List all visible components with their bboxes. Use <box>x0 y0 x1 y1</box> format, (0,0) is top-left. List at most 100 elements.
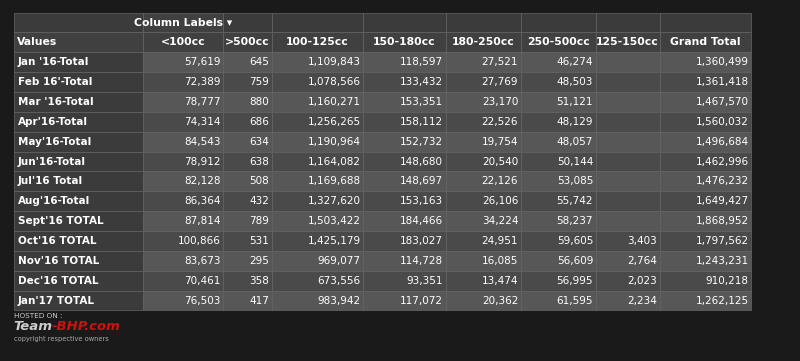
Bar <box>363 152 446 171</box>
Bar <box>660 191 751 211</box>
Bar <box>143 72 223 92</box>
Text: 295: 295 <box>250 256 270 266</box>
Bar <box>660 112 751 132</box>
Bar <box>363 171 446 191</box>
Bar <box>14 32 143 52</box>
Bar <box>446 152 521 171</box>
Bar <box>595 191 660 211</box>
Text: 531: 531 <box>250 236 270 246</box>
Bar <box>595 132 660 152</box>
Text: 180-250cc: 180-250cc <box>452 38 514 47</box>
Bar <box>272 171 363 191</box>
Text: 1,503,422: 1,503,422 <box>307 216 361 226</box>
Text: 78,912: 78,912 <box>184 157 221 166</box>
Bar <box>223 291 272 310</box>
Bar <box>363 132 446 152</box>
Text: Nov'16 TOTAL: Nov'16 TOTAL <box>18 256 99 266</box>
Text: Jan '16-Total: Jan '16-Total <box>18 57 89 67</box>
Bar <box>595 211 660 231</box>
Text: Jul'16 Total: Jul'16 Total <box>18 177 82 186</box>
Bar <box>521 211 595 231</box>
Bar <box>446 251 521 271</box>
Text: Jan'17 TOTAL: Jan'17 TOTAL <box>18 296 94 305</box>
Bar <box>521 251 595 271</box>
Bar <box>363 112 446 132</box>
Bar <box>223 52 272 72</box>
Bar <box>143 132 223 152</box>
Text: 83,673: 83,673 <box>184 256 221 266</box>
Text: 48,057: 48,057 <box>557 137 593 147</box>
Bar <box>363 92 446 112</box>
Text: 1,327,620: 1,327,620 <box>307 196 361 206</box>
Bar <box>143 251 223 271</box>
Bar <box>363 271 446 291</box>
Text: 969,077: 969,077 <box>318 256 361 266</box>
Bar <box>595 271 660 291</box>
Bar <box>595 171 660 191</box>
Text: 1,496,684: 1,496,684 <box>695 137 749 147</box>
Bar <box>660 291 751 310</box>
Text: 114,728: 114,728 <box>400 256 443 266</box>
Text: 1,109,843: 1,109,843 <box>307 57 361 67</box>
Text: 1,243,231: 1,243,231 <box>695 256 749 266</box>
Bar <box>521 171 595 191</box>
Bar <box>223 191 272 211</box>
Bar <box>660 32 751 52</box>
Text: 1,797,562: 1,797,562 <box>695 236 749 246</box>
Bar <box>363 231 446 251</box>
Bar <box>223 92 272 112</box>
Text: 51,121: 51,121 <box>557 97 593 107</box>
Bar <box>660 211 751 231</box>
Bar <box>143 32 223 52</box>
Text: 183,027: 183,027 <box>400 236 443 246</box>
Text: 22,526: 22,526 <box>482 117 518 127</box>
Text: 2,764: 2,764 <box>627 256 658 266</box>
Text: 1,256,265: 1,256,265 <box>307 117 361 127</box>
Bar <box>446 132 521 152</box>
Bar <box>446 52 521 72</box>
Text: Jun'16-Total: Jun'16-Total <box>18 157 86 166</box>
Text: 432: 432 <box>250 196 270 206</box>
Text: 72,389: 72,389 <box>184 77 221 87</box>
Bar <box>272 191 363 211</box>
Bar <box>660 13 751 32</box>
Bar <box>272 52 363 72</box>
Bar <box>660 152 751 171</box>
Text: 880: 880 <box>250 97 270 107</box>
Bar <box>521 132 595 152</box>
Text: 117,072: 117,072 <box>400 296 443 305</box>
Bar <box>272 92 363 112</box>
Bar <box>223 72 272 92</box>
Text: 100,866: 100,866 <box>178 236 221 246</box>
Text: 1,476,232: 1,476,232 <box>695 177 749 186</box>
Bar <box>446 112 521 132</box>
Text: 125-150cc: 125-150cc <box>596 38 659 47</box>
Bar <box>14 112 143 132</box>
Bar <box>595 251 660 271</box>
Bar <box>446 171 521 191</box>
Text: 158,112: 158,112 <box>400 117 443 127</box>
Text: 86,364: 86,364 <box>184 196 221 206</box>
Text: 56,995: 56,995 <box>557 276 593 286</box>
Bar <box>446 191 521 211</box>
Bar <box>521 152 595 171</box>
Text: 184,466: 184,466 <box>400 216 443 226</box>
Bar <box>521 13 595 32</box>
Bar <box>14 271 143 291</box>
Text: 27,769: 27,769 <box>482 77 518 87</box>
Bar <box>272 211 363 231</box>
Text: 1,262,125: 1,262,125 <box>695 296 749 305</box>
Text: 50,144: 50,144 <box>557 157 593 166</box>
Text: Apr'16-Total: Apr'16-Total <box>18 117 88 127</box>
Text: 152,732: 152,732 <box>400 137 443 147</box>
Bar <box>660 52 751 72</box>
Bar <box>660 132 751 152</box>
Bar <box>143 52 223 72</box>
Text: <100cc: <100cc <box>161 38 206 47</box>
Bar <box>14 171 143 191</box>
Text: 13,474: 13,474 <box>482 276 518 286</box>
Text: 1,164,082: 1,164,082 <box>307 157 361 166</box>
Text: 58,237: 58,237 <box>557 216 593 226</box>
Text: 23,170: 23,170 <box>482 97 518 107</box>
Bar <box>660 92 751 112</box>
